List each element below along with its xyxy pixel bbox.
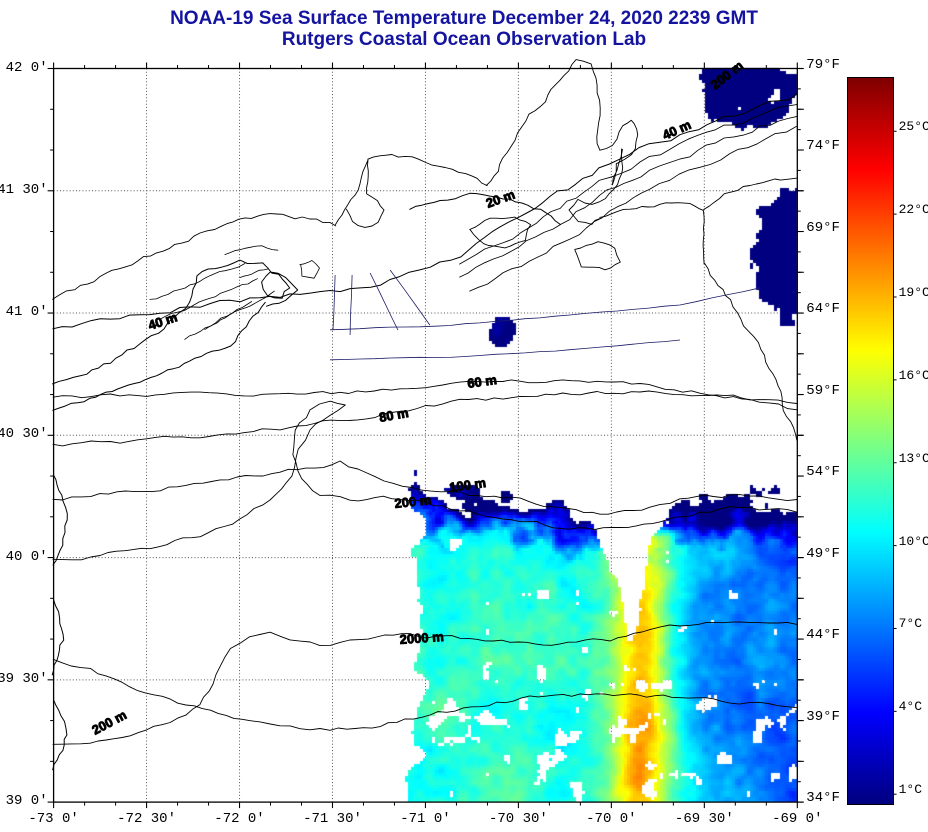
svg-text:20 m: 20 m [484,187,517,211]
svg-text:200 m: 200 m [89,707,129,738]
svg-text:200 m: 200 m [394,492,432,511]
svg-text:60 m: 60 m [466,372,497,391]
svg-text:200 m: 200 m [708,58,746,93]
svg-text:40 m: 40 m [146,309,179,332]
svg-text:100 m: 100 m [448,475,487,495]
svg-text:2000 m: 2000 m [399,629,444,647]
svg-text:80 m: 80 m [378,405,410,425]
